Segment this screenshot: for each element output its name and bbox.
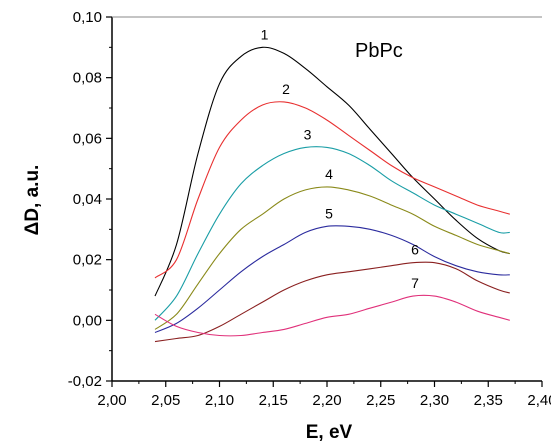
y-tick-label: 0,06 (73, 130, 102, 147)
series-label-6: 6 (411, 242, 419, 258)
series-line-6 (154, 261, 510, 343)
series-line-7 (154, 294, 510, 337)
x-tick-label: 2,10 (205, 392, 234, 409)
y-tick-label: 0,02 (73, 252, 102, 269)
series-label-5: 5 (325, 205, 333, 221)
series-line-3 (154, 146, 510, 321)
chart-title: PbPc (355, 40, 403, 62)
series-label-2: 2 (282, 81, 290, 97)
x-tick-label: 2,35 (474, 392, 503, 409)
y-tick-label: 0,10 (73, 9, 102, 26)
series-label-3: 3 (304, 126, 312, 142)
y-tick-label: 0,04 (73, 191, 102, 208)
series-group (154, 46, 510, 343)
x-tick-label: 2,05 (151, 392, 180, 409)
ticks: 2,00 2,05 2,10 2,15 2,20 2,25 2,30 2,35 2,40 -0,0… (68, 9, 551, 409)
series-label-7: 7 (411, 275, 419, 291)
y-tick-label: 0,08 (73, 70, 102, 87)
series-label-4: 4 (325, 166, 333, 182)
series-line-2 (154, 101, 510, 279)
x-tick-label: 2,30 (420, 392, 449, 409)
series-labels: 1 2 3 4 5 6 7 (261, 26, 420, 291)
x-axis-title: E, eV (306, 422, 353, 443)
series-line-5 (154, 225, 510, 334)
y-tick-label: 0,00 (73, 312, 102, 329)
x-tick-label: 2,20 (312, 392, 341, 409)
series-line-4 (154, 186, 510, 330)
x-tick-label: 2,15 (259, 392, 288, 409)
x-tick-label: 2,40 (527, 392, 551, 409)
y-axis-title: ΔD, a.u. (22, 165, 43, 236)
y-tick-label: -0,02 (68, 373, 102, 390)
series-label-1: 1 (261, 26, 269, 42)
x-tick-label: 2,00 (97, 392, 126, 409)
series-line-1 (154, 46, 510, 297)
x-tick-label: 2,25 (366, 392, 395, 409)
